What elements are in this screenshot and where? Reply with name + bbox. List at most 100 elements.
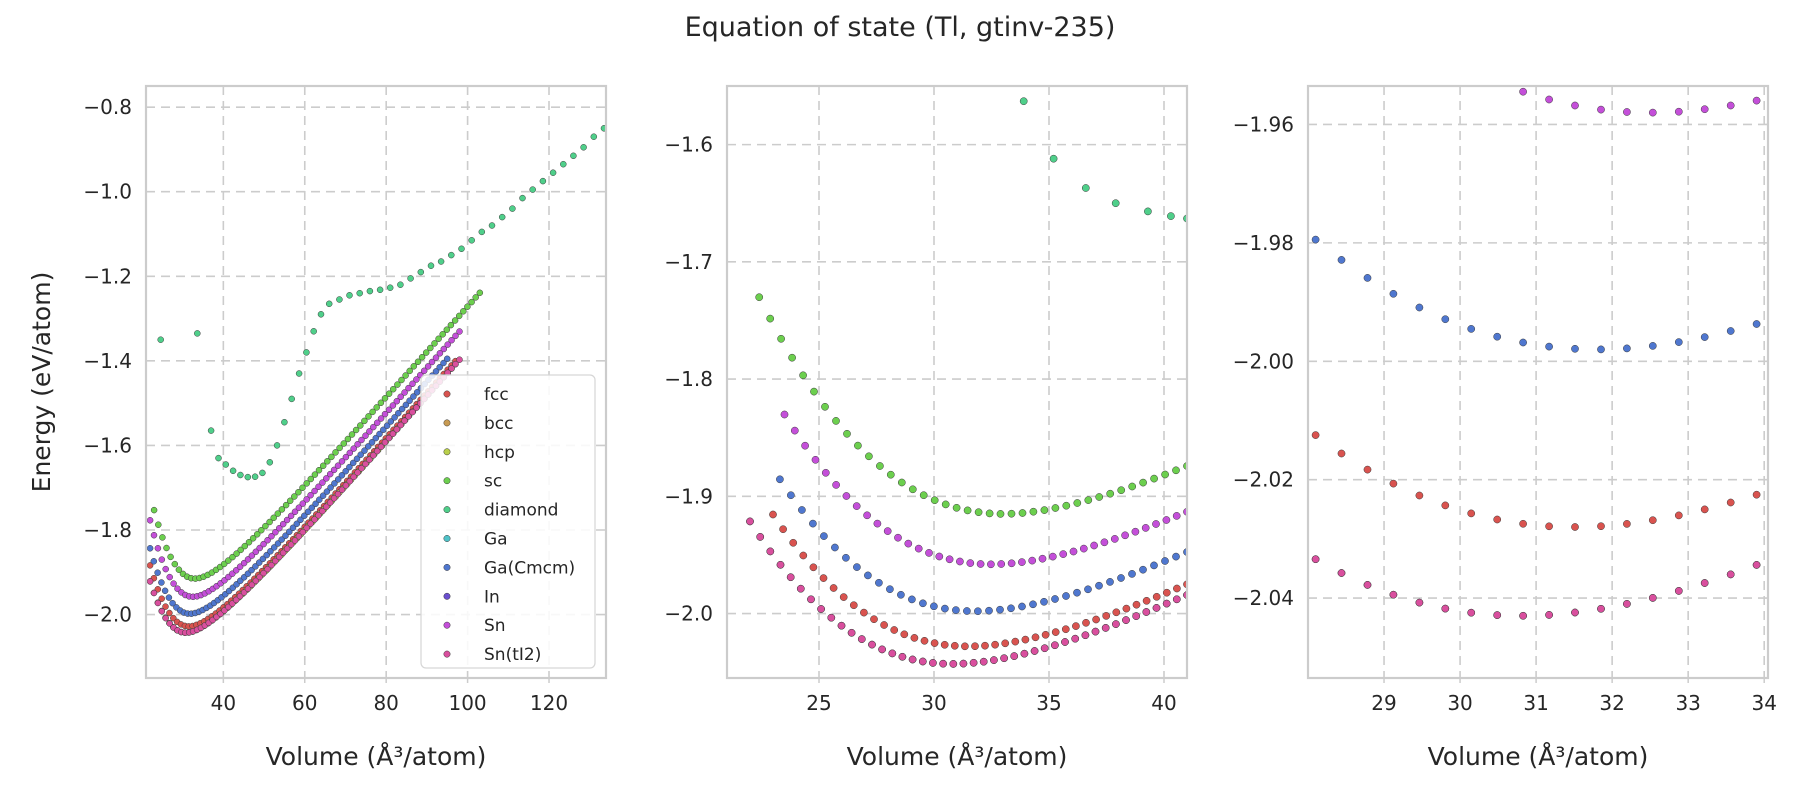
data-point (236, 592, 244, 600)
data-point (870, 615, 878, 624)
legend-marker (443, 390, 451, 398)
data-point (1150, 474, 1158, 483)
data-point (175, 566, 183, 573)
x-tick-label: 33 (1675, 691, 1700, 715)
data-point (829, 584, 838, 592)
data-point (1139, 478, 1147, 487)
data-point (381, 439, 389, 446)
data-point (357, 422, 364, 429)
data-point (274, 510, 282, 517)
data-point (435, 335, 442, 343)
data-point (215, 454, 222, 462)
data-point (779, 525, 787, 534)
data-point (1442, 53, 1449, 60)
series-diamond (1019, 97, 1187, 223)
data-point (832, 417, 840, 425)
data-point (398, 376, 405, 384)
data-point (222, 461, 230, 468)
data-point (780, 410, 789, 419)
data-point (150, 506, 158, 514)
x-tick-label: 60 (292, 691, 317, 715)
data-point (245, 538, 253, 546)
data-point (361, 447, 368, 454)
data-point (886, 470, 895, 479)
data-point (232, 596, 240, 604)
data-point (976, 560, 985, 568)
data-point (1106, 489, 1115, 498)
data-point (336, 444, 343, 452)
data-point (570, 152, 577, 160)
data-point (304, 508, 312, 516)
data-point (244, 556, 252, 563)
data-point (167, 553, 174, 561)
x-tick-label: 30 (1447, 691, 1472, 715)
data-point (539, 177, 547, 185)
data-point (1073, 499, 1082, 507)
data-point (299, 528, 307, 536)
data-point (1519, 338, 1527, 347)
data-point (919, 491, 928, 500)
data-point (278, 536, 285, 543)
data-point (330, 466, 338, 474)
data-point (385, 434, 393, 442)
data-point (155, 521, 162, 528)
data-point (279, 520, 287, 528)
data-point (303, 524, 310, 532)
data-point (170, 614, 177, 622)
data-point (1121, 531, 1129, 540)
data-point (240, 559, 248, 567)
data-point (342, 453, 350, 461)
data-point (267, 548, 274, 555)
data-point (897, 478, 906, 487)
data-point (237, 546, 244, 554)
data-point (311, 471, 319, 478)
data-point (1072, 622, 1080, 630)
data-point (959, 659, 968, 668)
data-point (353, 455, 361, 463)
plot-area (1311, 53, 1761, 620)
data-point (1415, 598, 1424, 607)
data-point (331, 480, 338, 487)
data-point (368, 439, 376, 446)
data-point (1150, 561, 1158, 570)
data-point (1048, 552, 1057, 561)
data-point (310, 328, 317, 335)
legend-frame (420, 374, 596, 669)
data-point (1041, 630, 1050, 639)
data-point (1389, 289, 1398, 298)
data-point (1162, 599, 1171, 608)
legend-label: sc (484, 472, 502, 492)
data-point (299, 484, 306, 492)
data-point (237, 471, 244, 479)
legend-marker (443, 419, 451, 427)
data-point (1051, 628, 1060, 636)
data-point (1081, 631, 1090, 640)
data-point (274, 540, 282, 547)
x-tick-label: 31 (1523, 691, 1548, 715)
legend-label: Sn(tI2) (484, 645, 541, 665)
data-point (1061, 638, 1069, 646)
data-point (344, 435, 352, 443)
data-point (1128, 482, 1137, 491)
data-point (854, 441, 862, 450)
data-point (1106, 578, 1114, 586)
data-point (146, 578, 154, 585)
data-point (777, 334, 785, 343)
data-point (326, 499, 334, 506)
y-tick-label: −1.4 (83, 349, 132, 373)
x-tick-label: 29 (1371, 691, 1396, 715)
data-point (1545, 95, 1553, 104)
x-tick-label: 100 (448, 691, 486, 715)
data-point (323, 475, 330, 482)
data-point (1018, 558, 1026, 566)
data-point (354, 441, 361, 448)
data-point (460, 308, 467, 315)
data-point (1029, 507, 1038, 516)
data-point (260, 540, 267, 548)
legend-marker (443, 506, 451, 514)
data-point (1389, 479, 1398, 488)
data-point (338, 458, 346, 465)
data-point (1363, 274, 1372, 282)
data-point (886, 585, 894, 594)
y-tick-label: −2.0 (664, 602, 713, 626)
